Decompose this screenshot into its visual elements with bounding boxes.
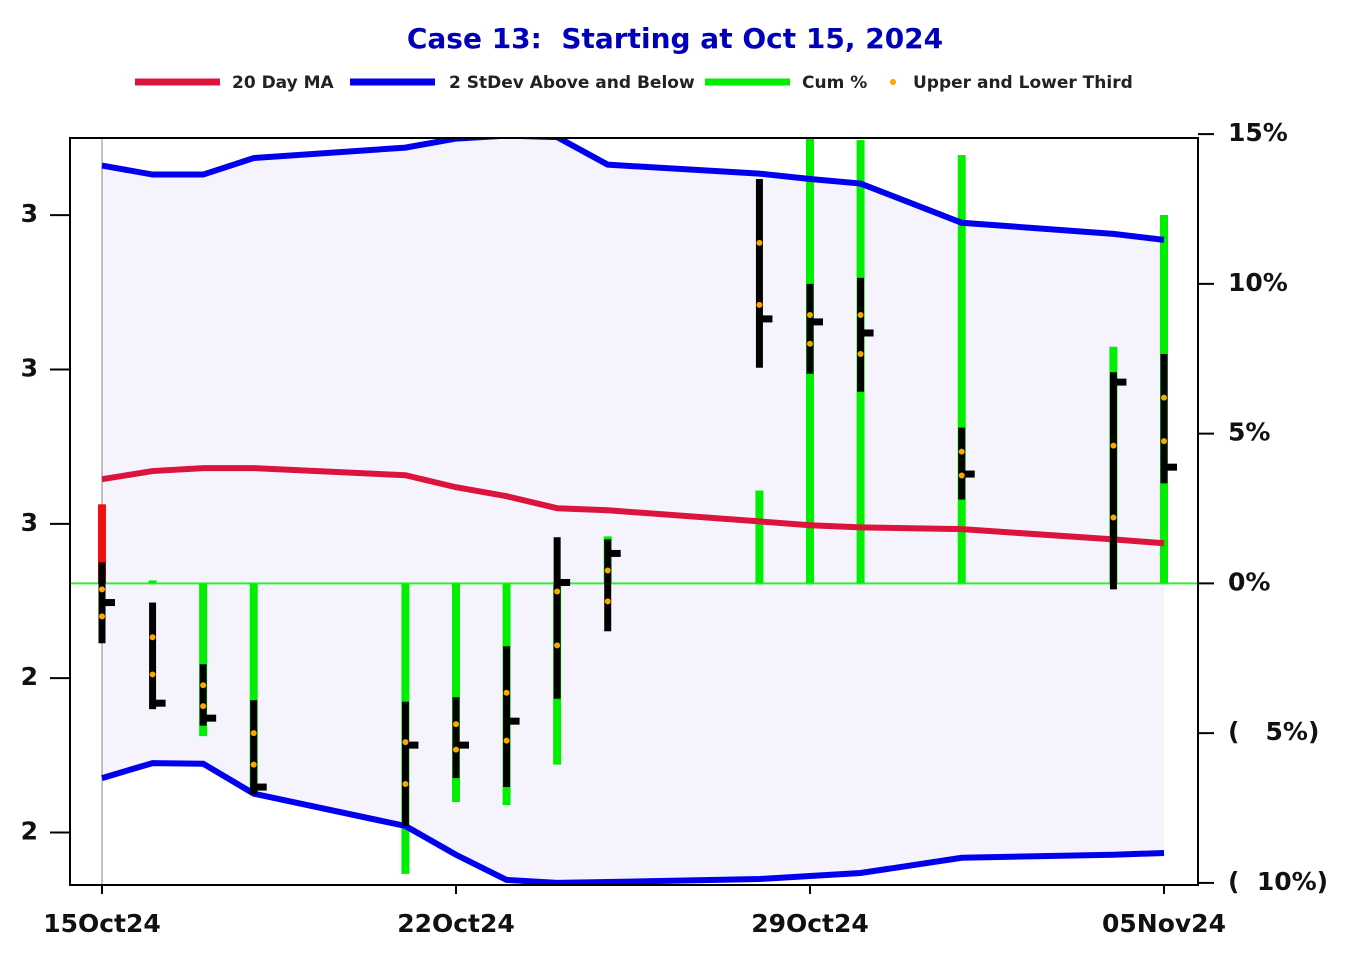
close-tick bbox=[557, 578, 571, 586]
cum-bar bbox=[755, 490, 764, 584]
third-dot bbox=[604, 598, 611, 605]
x-tick-label: 15Oct24 bbox=[43, 909, 161, 938]
third-dot bbox=[756, 239, 763, 246]
y-tick-label: 2 bbox=[21, 662, 38, 691]
third-dot bbox=[857, 312, 864, 319]
third-dot bbox=[99, 586, 105, 593]
cum-bar bbox=[249, 583, 258, 794]
range-bar bbox=[199, 664, 207, 726]
third-dot bbox=[1110, 442, 1117, 449]
close-tick bbox=[506, 717, 520, 725]
close-tick bbox=[810, 318, 823, 326]
third-dot bbox=[250, 730, 257, 737]
third-dot bbox=[958, 472, 965, 479]
close-tick bbox=[1164, 463, 1177, 471]
y2-tick-label: 0% bbox=[1228, 567, 1270, 596]
cum-bar bbox=[957, 155, 966, 584]
third-dot bbox=[503, 689, 510, 696]
third-dot bbox=[402, 739, 409, 746]
band-lower-line bbox=[101, 760, 1165, 885]
legend-label: Upper and Lower Third bbox=[913, 73, 1133, 93]
third-dot bbox=[554, 642, 561, 649]
x-tick-label: 22Oct24 bbox=[397, 909, 515, 938]
range-bar bbox=[1109, 372, 1117, 590]
range-bar bbox=[250, 700, 258, 795]
x-tick-label: 05Nov24 bbox=[1102, 909, 1226, 938]
third-dot bbox=[200, 703, 207, 710]
close-tick bbox=[1113, 378, 1127, 386]
cum-bar bbox=[148, 580, 157, 584]
cum-bar bbox=[98, 504, 106, 584]
y2-tick-label: ( 10%) bbox=[1228, 867, 1328, 896]
close-tick bbox=[456, 741, 469, 749]
cum-bar bbox=[199, 583, 208, 737]
x-tick-label: 29Oct24 bbox=[751, 909, 869, 938]
range-bar bbox=[503, 646, 511, 788]
third-dot bbox=[149, 634, 156, 641]
y-tick-label: 3 bbox=[21, 199, 38, 228]
third-dot bbox=[1161, 438, 1167, 445]
third-dot bbox=[554, 588, 561, 595]
close-tick bbox=[203, 714, 217, 722]
range-bar bbox=[958, 427, 966, 500]
third-dot bbox=[857, 350, 864, 357]
range-bar bbox=[401, 701, 409, 826]
range-bar bbox=[1160, 353, 1168, 484]
close-tick bbox=[961, 470, 975, 478]
third-dot bbox=[200, 682, 207, 689]
third-dot bbox=[958, 448, 965, 455]
third-dot bbox=[604, 567, 611, 574]
third-dot bbox=[1161, 394, 1167, 401]
close-tick bbox=[253, 783, 267, 791]
axes: 3 3 3 2 2 15% 10% 5% 0% ( 5%) ( 10%) 15Oct24 22Oct24… bbox=[21, 73, 1329, 938]
third-dot bbox=[453, 746, 459, 753]
third-dot bbox=[807, 340, 813, 347]
legend-label: 20 Day MA bbox=[232, 73, 335, 93]
y-tick-label: 3 bbox=[21, 508, 38, 537]
third-dot bbox=[453, 721, 459, 728]
legend-label: 2 StDev Above and Below bbox=[449, 73, 695, 93]
close-tick bbox=[102, 599, 115, 607]
close-tick bbox=[405, 741, 419, 749]
y2-tick-label: 5% bbox=[1228, 418, 1270, 447]
y-tick-label: 3 bbox=[21, 354, 38, 383]
y2-tick-label: 15% bbox=[1228, 118, 1288, 147]
range-bar bbox=[806, 283, 814, 374]
third-dot bbox=[503, 737, 510, 744]
range-bar bbox=[149, 602, 157, 710]
close-tick bbox=[152, 699, 166, 707]
y2-tick-label: 10% bbox=[1228, 268, 1288, 297]
range-bar bbox=[755, 179, 763, 368]
close-tick bbox=[860, 329, 874, 337]
close-tick bbox=[607, 549, 621, 557]
cum-bar bbox=[452, 583, 460, 803]
range-bar bbox=[452, 697, 460, 779]
y-tick-label: 2 bbox=[21, 817, 38, 846]
legend-label: Cum % bbox=[802, 73, 867, 93]
legend-swatch bbox=[890, 79, 896, 85]
close-tick bbox=[759, 315, 773, 323]
band-upper-line bbox=[101, 138, 1165, 243]
third-dot bbox=[807, 312, 813, 319]
third-dot bbox=[1110, 514, 1117, 521]
third-dot bbox=[149, 671, 156, 678]
range-bar bbox=[553, 537, 561, 699]
ma-line bbox=[101, 465, 1165, 547]
chart-title: Case 13: Starting at Oct 15, 2024 bbox=[407, 22, 943, 55]
plot-frame bbox=[69, 137, 1199, 886]
third-dot bbox=[756, 301, 763, 308]
third-dot bbox=[250, 761, 257, 768]
third-dot bbox=[99, 613, 105, 620]
y2-tick-label: ( 5%) bbox=[1228, 717, 1319, 746]
range-bar bbox=[604, 539, 612, 632]
plot-area bbox=[70, 138, 1198, 885]
third-dot bbox=[402, 781, 409, 788]
